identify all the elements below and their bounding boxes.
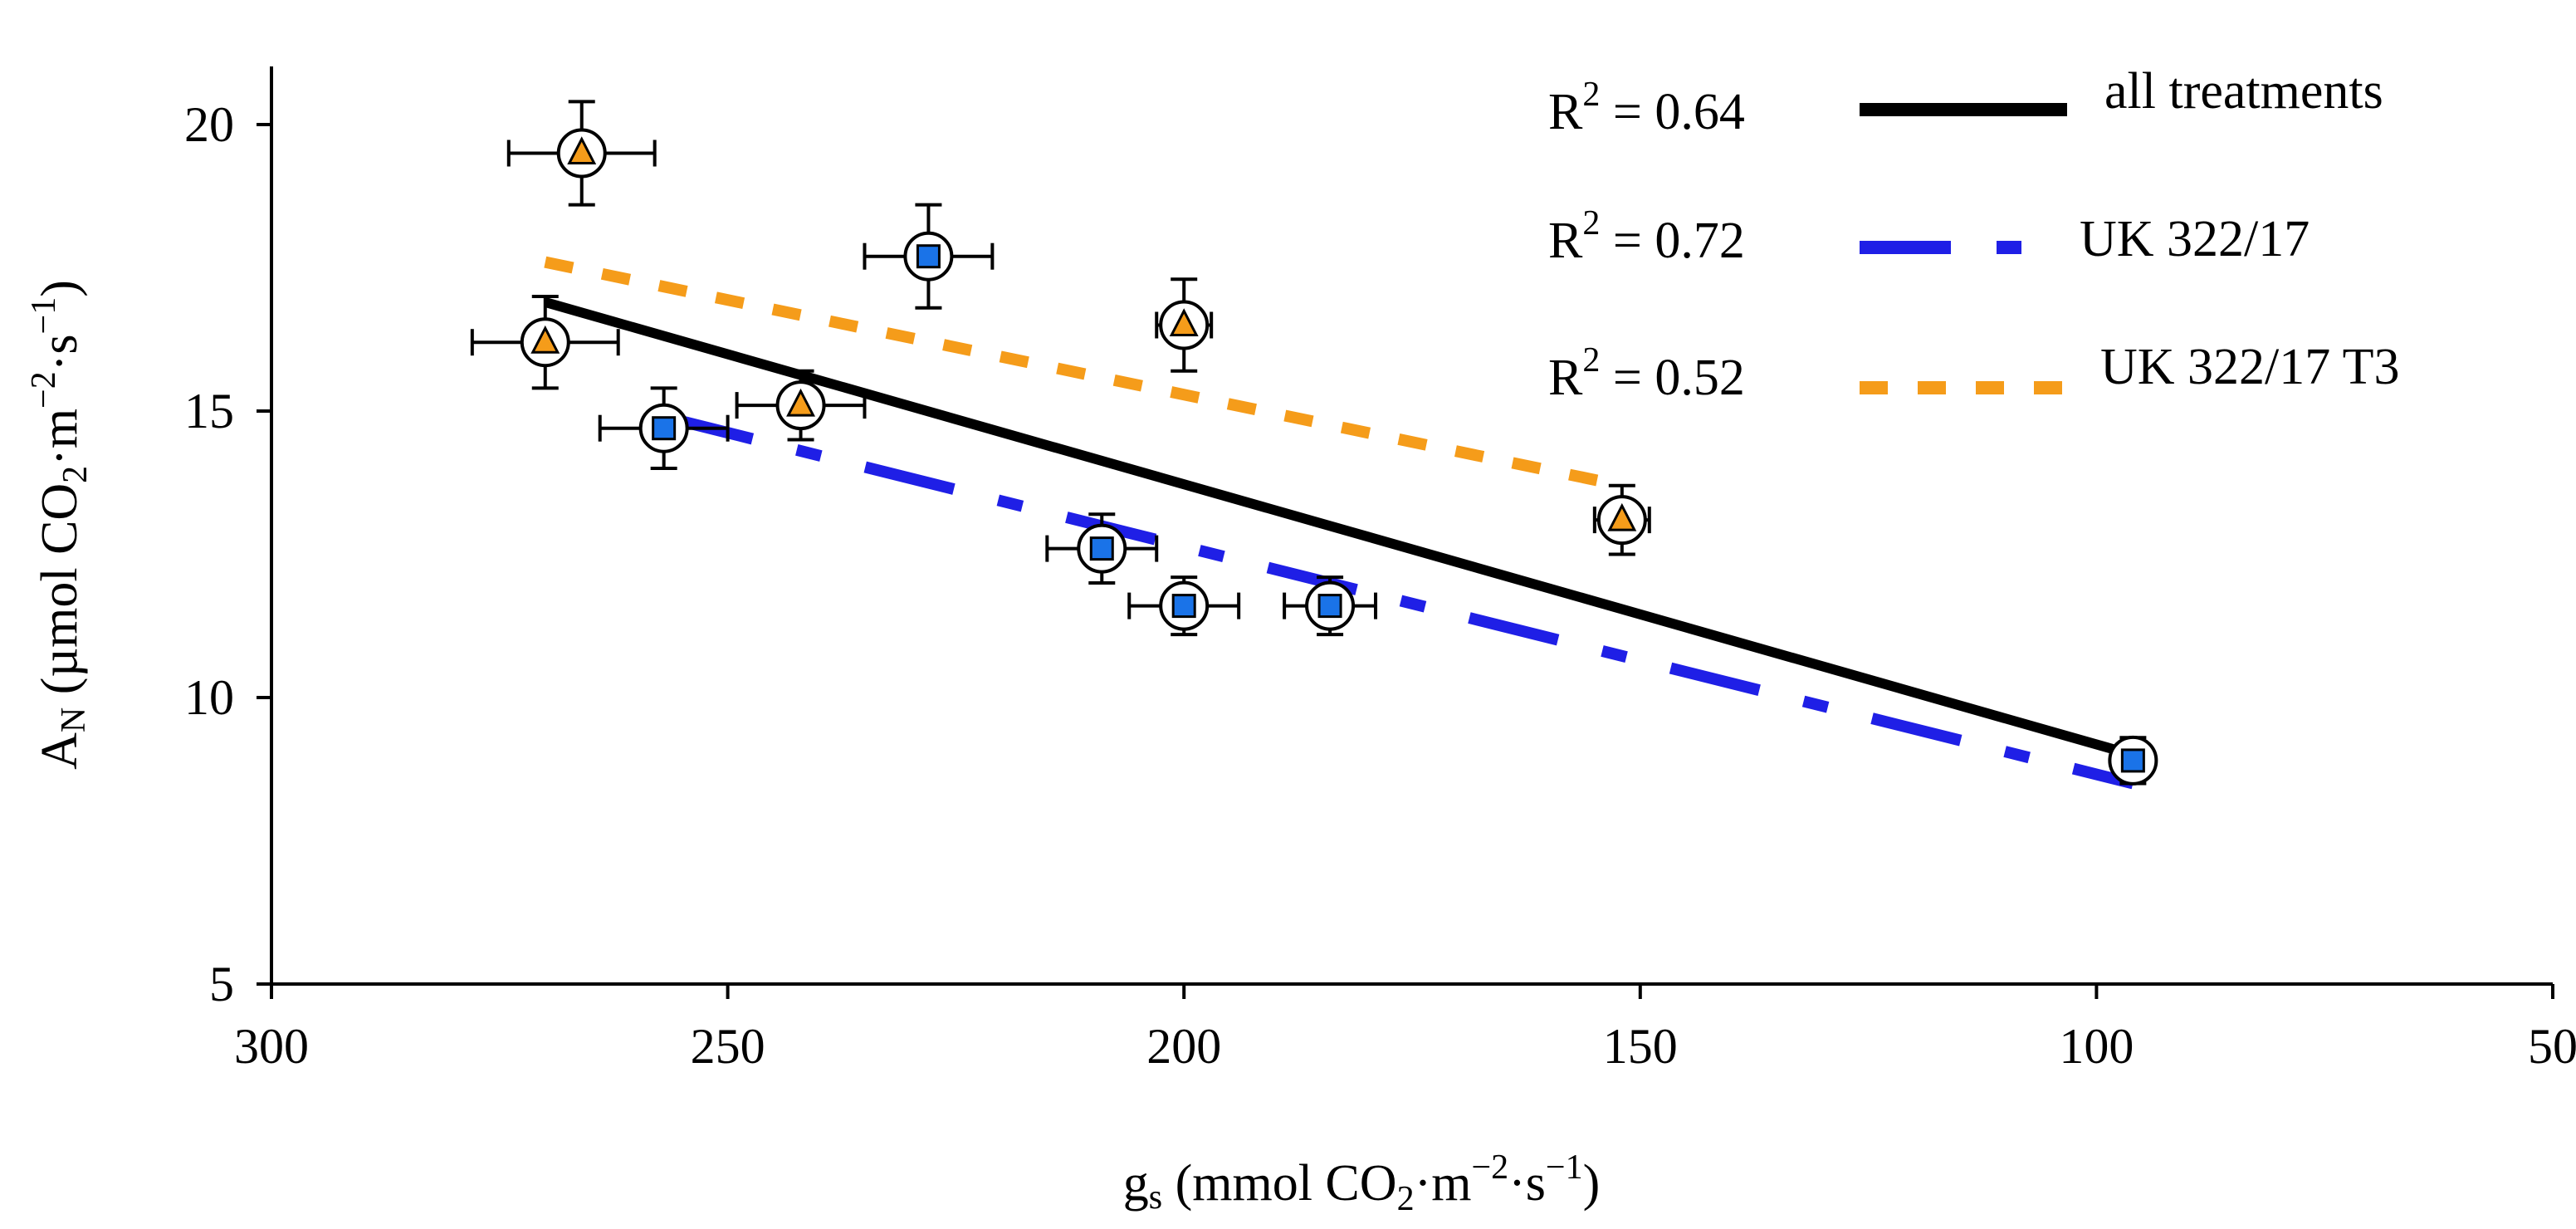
marker-square	[652, 416, 677, 441]
marker-square	[916, 244, 941, 269]
x-tick-label: 300	[234, 1019, 309, 1074]
marker-square	[2120, 748, 2145, 773]
marker-triangle	[1607, 502, 1637, 531]
trendlines	[544, 256, 2135, 790]
data-point	[1592, 483, 1651, 556]
data-point	[598, 386, 730, 470]
y-axis-label: AN (µmol CO2·m−2·s−1)	[25, 280, 95, 770]
x-tick-label: 100	[2059, 1019, 2134, 1074]
trendline-uk-322-17	[662, 411, 2135, 790]
data-point	[1127, 575, 1241, 637]
marker-triangle	[1169, 308, 1199, 336]
data-point	[1045, 512, 1159, 585]
x-axis-ticks: 300 250 200 150 100 50	[234, 984, 2576, 1074]
y-tick-label: 20	[184, 97, 234, 152]
trendline-all-treatments	[544, 297, 2135, 760]
x-tick-label: 50	[2528, 1019, 2576, 1074]
data-points	[470, 100, 2158, 786]
y-tick-label: 10	[184, 670, 234, 725]
marker-square	[1171, 594, 1196, 619]
legend-label-uk-322-17-t3: UK 322/17 T3	[2100, 339, 2400, 395]
data-point	[2108, 735, 2158, 786]
x-tick-label: 250	[691, 1019, 765, 1074]
marker-triangle	[530, 325, 560, 354]
data-point	[735, 369, 867, 442]
legend-r2-all-treatments: R2 = 0.64	[1548, 76, 1745, 140]
x-axis-label: gs (mmol CO2·m−2·s−1)	[1123, 1148, 1601, 1218]
data-point	[863, 203, 995, 310]
data-point	[506, 100, 657, 207]
legend-r2-uk-322-17-t3: R2 = 0.52	[1548, 341, 1745, 406]
y-axis-ticks: 20 15 10 5	[184, 97, 271, 1011]
marker-triangle	[786, 388, 816, 417]
legend: R2 = 0.64 all treatments R2 = 0.72 UK 32…	[1548, 63, 2400, 406]
data-point	[470, 295, 620, 390]
marker-square	[1089, 536, 1114, 561]
legend-label-all-treatments: all treatments	[2104, 63, 2383, 120]
legend-label-uk-322-17: UK 322/17	[2080, 211, 2310, 267]
y-tick-label: 5	[209, 957, 234, 1011]
marker-triangle	[567, 136, 597, 164]
x-tick-label: 200	[1146, 1019, 1221, 1074]
plot-area	[270, 66, 2553, 986]
trendline-uk-322-17-t3	[544, 256, 1624, 492]
data-point	[1155, 277, 1214, 373]
marker-square	[1317, 594, 1342, 619]
x-tick-label: 150	[1603, 1019, 1678, 1074]
y-tick-label: 15	[184, 384, 234, 438]
data-point	[1283, 575, 1378, 637]
legend-r2-uk-322-17: R2 = 0.72	[1548, 204, 1745, 269]
